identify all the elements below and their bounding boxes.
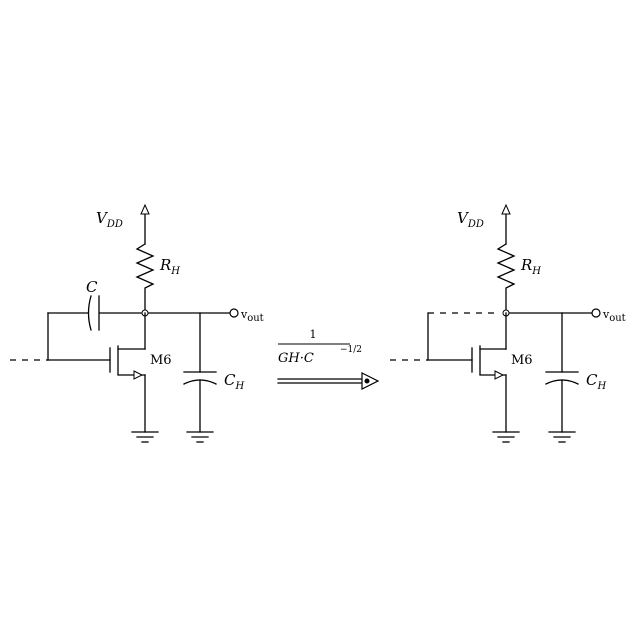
right-output-terminal xyxy=(591,308,601,318)
arrow-exponent: −1/2 xyxy=(340,345,362,355)
left-vdd-label: VDD xyxy=(96,209,123,230)
left-transistor-label: M6 xyxy=(150,353,172,368)
arrow-denominator: GH·C xyxy=(278,351,314,366)
left-ground-icon-1 xyxy=(131,431,159,443)
right-vdd-label: VDD xyxy=(457,209,484,230)
left-feedback-capacitor-icon: C xyxy=(47,278,100,331)
right-vdd-supply: VDD xyxy=(457,203,511,245)
right-output-label: vout xyxy=(602,308,626,324)
left-circuit: VDD RH vout C M6 xyxy=(10,203,264,443)
right-ground-icon-2 xyxy=(548,431,576,443)
left-resistor-label: RH xyxy=(159,256,180,277)
right-resistor-label: RH xyxy=(520,256,541,277)
arrow-numerator: 1 xyxy=(310,328,317,341)
left-load-cap-label: CH xyxy=(224,371,244,392)
left-feedback-cap-label: C xyxy=(86,278,98,296)
right-transistor-label: M6 xyxy=(511,353,533,368)
right-load-cap-label: CH xyxy=(586,371,606,392)
left-ground-icon-2 xyxy=(186,431,214,443)
transform-arrow: 1 GH·C −1/2 xyxy=(277,328,380,390)
left-output-terminal xyxy=(229,308,239,318)
right-ground-icon-1 xyxy=(492,431,520,443)
left-vdd-supply: VDD xyxy=(96,203,150,245)
arrow-icon xyxy=(277,372,380,390)
left-nmos-transistor-icon: M6 xyxy=(109,312,172,380)
left-output-label: vout xyxy=(240,308,264,324)
right-load-capacitor-icon: CH xyxy=(545,312,606,433)
left-resistor-icon: RH xyxy=(135,243,180,313)
left-load-capacitor-icon: CH xyxy=(183,312,244,433)
right-circuit: VDD RH vout M6 xyxy=(390,203,626,443)
right-nmos-transistor-icon: M6 xyxy=(471,312,533,380)
right-resistor-icon: RH xyxy=(496,243,541,313)
